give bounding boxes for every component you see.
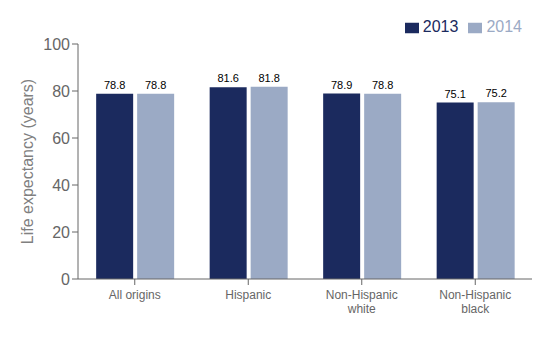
svg-text:60: 60 <box>52 130 70 147</box>
svg-text:100: 100 <box>43 36 70 53</box>
svg-text:0: 0 <box>61 271 70 288</box>
svg-text:40: 40 <box>52 177 70 194</box>
svg-text:81.6: 81.6 <box>217 72 238 84</box>
svg-text:75.2: 75.2 <box>485 87 506 99</box>
svg-text:80: 80 <box>52 83 70 100</box>
svg-text:20: 20 <box>52 224 70 241</box>
svg-text:78.8: 78.8 <box>372 79 393 91</box>
svg-text:81.8: 81.8 <box>258 72 279 84</box>
svg-text:Non-Hispanicwhite: Non-Hispanicwhite <box>326 288 398 316</box>
svg-text:78.8: 78.8 <box>145 79 166 91</box>
svg-text:Hispanic: Hispanic <box>225 288 271 302</box>
svg-text:Non-Hispanicblack: Non-Hispanicblack <box>439 288 511 316</box>
svg-text:All origins: All origins <box>109 288 161 302</box>
svg-text:78.8: 78.8 <box>104 79 125 91</box>
html-text:2013: 2013 <box>422 18 459 35</box>
html-text:2014: 2014 <box>486 18 522 35</box>
svg-text:Life expectancy (years): Life expectancy (years) <box>19 79 36 244</box>
svg-text:75.1: 75.1 <box>444 88 465 100</box>
svg-text:78.9: 78.9 <box>331 79 352 91</box>
